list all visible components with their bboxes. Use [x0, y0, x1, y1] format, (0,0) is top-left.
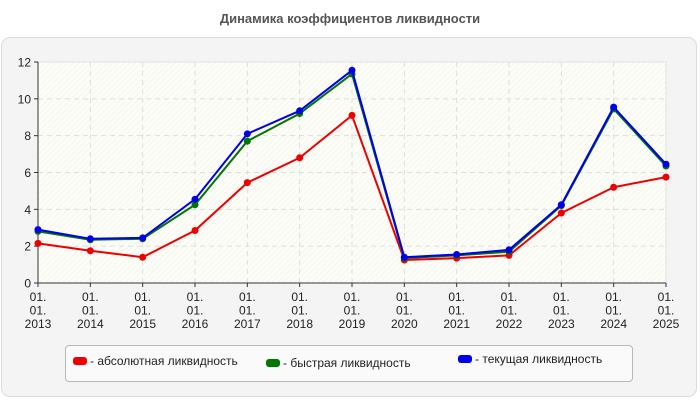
- x-tick-label: 01.: [553, 304, 570, 318]
- swatch-blue-icon: [458, 355, 472, 363]
- y-tick-label: 8: [24, 129, 31, 143]
- data-point[interactable]: [191, 201, 199, 209]
- legend-item-absolute[interactable]: - абсолютная ликвидность: [73, 354, 238, 368]
- x-tick-label: 01.: [344, 304, 361, 318]
- x-tick-label: 2014: [77, 317, 104, 331]
- x-tick-label: 01.: [448, 304, 465, 318]
- data-point[interactable]: [662, 173, 670, 181]
- data-point[interactable]: [296, 107, 304, 115]
- x-tick-label: 2015: [129, 317, 156, 331]
- data-point[interactable]: [243, 137, 251, 145]
- y-tick-label: 4: [24, 203, 31, 217]
- x-tick-label: 01.: [553, 290, 570, 304]
- legend: - абсолютная ликвидность - быстрая ликви…: [65, 345, 633, 382]
- legend-label: - быстрая ликвидность: [283, 356, 411, 370]
- data-point[interactable]: [662, 160, 670, 168]
- x-tick-label: 01.: [658, 304, 675, 318]
- x-axis-labels: 01.01.201301.01.201401.01.201501.01.2016…: [25, 290, 680, 331]
- x-tick-label: 01.: [291, 290, 308, 304]
- x-tick-label: 2024: [600, 317, 627, 331]
- x-tick-label: 2013: [25, 317, 52, 331]
- x-tick-label: 01.: [82, 304, 99, 318]
- data-point[interactable]: [139, 234, 147, 242]
- data-point[interactable]: [557, 209, 565, 217]
- x-tick-label: 2021: [443, 317, 470, 331]
- y-tick-label: 6: [24, 166, 31, 180]
- x-tick-label: 01.: [187, 290, 204, 304]
- data-point[interactable]: [296, 154, 304, 162]
- x-tick-label: 2016: [182, 317, 209, 331]
- data-point[interactable]: [610, 183, 618, 191]
- x-tick-label: 01.: [501, 290, 518, 304]
- data-point[interactable]: [400, 253, 408, 261]
- swatch-green-icon: [266, 359, 280, 367]
- legend-item-current[interactable]: - текущая ликвидность: [458, 352, 602, 366]
- data-point[interactable]: [348, 111, 356, 119]
- data-series: [34, 66, 670, 264]
- data-point[interactable]: [86, 247, 94, 255]
- y-tick-label: 0: [24, 277, 31, 291]
- y-tick-label: 12: [18, 56, 32, 70]
- data-point[interactable]: [557, 201, 565, 209]
- x-tick-label: 01.: [448, 290, 465, 304]
- data-point[interactable]: [505, 246, 513, 254]
- x-tick-label: 2019: [339, 317, 366, 331]
- x-tick-label: 01.: [396, 290, 413, 304]
- x-tick-label: 01.: [605, 290, 622, 304]
- data-point[interactable]: [243, 179, 251, 187]
- x-tick-label: 01.: [658, 290, 675, 304]
- x-tick-label: 01.: [605, 304, 622, 318]
- series-line-2: [34, 66, 670, 261]
- data-point[interactable]: [34, 239, 42, 247]
- x-tick-label: 2023: [548, 317, 575, 331]
- x-tick-label: 01.: [239, 304, 256, 318]
- data-point[interactable]: [243, 130, 251, 138]
- x-tick-label: 01.: [134, 290, 151, 304]
- x-tick-label: 01.: [30, 290, 47, 304]
- x-tick-label: 2020: [391, 317, 418, 331]
- x-tick-label: 01.: [187, 304, 204, 318]
- x-tick-label: 2017: [234, 317, 261, 331]
- data-point[interactable]: [34, 226, 42, 234]
- y-tick-label: 10: [18, 92, 32, 106]
- y-tick-label: 2: [24, 240, 31, 254]
- x-tick-label: 01.: [82, 290, 99, 304]
- data-point[interactable]: [453, 250, 461, 258]
- legend-label: - абсолютная ликвидность: [90, 354, 238, 368]
- legend-label: - текущая ликвидность: [475, 352, 603, 366]
- swatch-red-icon: [73, 357, 87, 365]
- data-point[interactable]: [191, 227, 199, 235]
- x-tick-label: 01.: [396, 304, 413, 318]
- x-tick-label: 01.: [501, 304, 518, 318]
- data-point[interactable]: [348, 66, 356, 74]
- x-tick-label: 01.: [291, 304, 308, 318]
- y-axis-labels: 0 2 4 6 8 10 12: [18, 56, 32, 291]
- data-point[interactable]: [191, 195, 199, 203]
- x-tick-label: 01.: [134, 304, 151, 318]
- data-point[interactable]: [610, 103, 618, 111]
- x-tick-label: 01.: [344, 290, 361, 304]
- data-point[interactable]: [139, 253, 147, 261]
- legend-item-quick[interactable]: - быстрая ликвидность: [266, 356, 411, 370]
- x-tick-label: 2022: [496, 317, 523, 331]
- x-tick-label: 2025: [653, 317, 680, 331]
- grid-lines: [38, 62, 666, 283]
- chart-title: Динамика коэффициентов ликвидности: [219, 11, 481, 26]
- x-tick-label: 01.: [239, 290, 256, 304]
- data-point[interactable]: [86, 235, 94, 243]
- x-tick-label: 2018: [286, 317, 313, 331]
- x-tick-label: 01.: [30, 304, 47, 318]
